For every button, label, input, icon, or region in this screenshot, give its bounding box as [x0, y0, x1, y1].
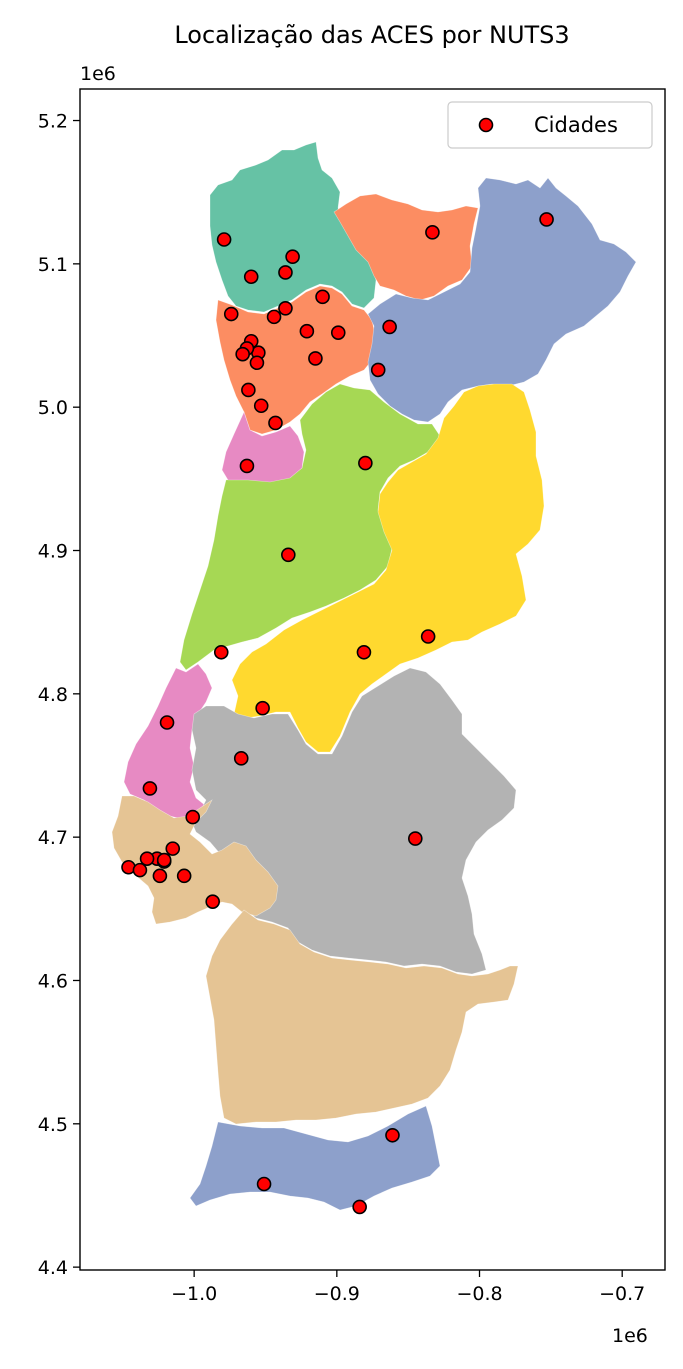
region-porto-tamega [215, 285, 377, 435]
x-axis: −1.0 −0.9 −0.8 −0.7 [171, 1270, 645, 1305]
city-points [121, 212, 554, 1215]
y-tick-label: 4.6 [38, 970, 68, 992]
city-point [223, 306, 239, 322]
axes-frame [79, 88, 666, 1271]
city-point [278, 300, 293, 316]
x-tick-label: −1.0 [171, 1283, 217, 1305]
city-point [408, 831, 423, 846]
y-tick-label: 4.7 [38, 827, 68, 849]
y-tick-label: 4.9 [38, 541, 68, 563]
y-tick-label: 5.1 [38, 254, 68, 276]
city-point [185, 809, 201, 825]
city-point [239, 458, 255, 474]
legend: Cidades [447, 101, 653, 149]
city-point [241, 382, 256, 398]
city-point [256, 1176, 272, 1192]
city-point [255, 700, 270, 716]
y-tick-label: 4.5 [38, 1114, 68, 1136]
city-point [253, 398, 269, 414]
city-point [152, 868, 168, 884]
city-point [420, 629, 436, 644]
x-offset-label: 1e6 [612, 1325, 648, 1347]
city-point [285, 249, 300, 264]
legend-box [447, 101, 653, 149]
city-point [159, 715, 175, 730]
y-offset-label: 1e6 [80, 63, 116, 85]
city-point [356, 644, 372, 660]
city-point [249, 355, 265, 371]
city-point [299, 323, 315, 339]
y-tick-label: 4.4 [38, 1257, 68, 1279]
city-point [233, 751, 249, 766]
y-tick-label: 5.0 [38, 397, 68, 419]
city-point [425, 225, 440, 240]
city-point [315, 289, 330, 305]
map-title: Localização das ACES por NUTS3 [174, 21, 569, 49]
region-beiras [231, 383, 545, 753]
region-lisboa [111, 795, 279, 925]
city-point [156, 852, 172, 868]
y-tick-label: 5.2 [38, 111, 68, 133]
city-point [352, 1199, 367, 1215]
city-point [139, 851, 155, 866]
city-point [235, 346, 250, 362]
city-point [382, 319, 397, 335]
region-algarve [189, 1105, 441, 1211]
city-point [358, 455, 373, 471]
city-point [216, 232, 232, 247]
city-point [243, 269, 259, 285]
y-tick-label: 4.8 [38, 684, 68, 706]
city-point [213, 644, 229, 660]
x-tick-label: −0.9 [314, 1283, 360, 1305]
city-point [205, 894, 220, 909]
legend-marker-icon [478, 117, 494, 133]
city-point [165, 841, 181, 856]
city-point [281, 547, 296, 563]
city-point [142, 781, 158, 796]
x-tick-label: −0.7 [599, 1283, 645, 1305]
city-point [385, 1127, 400, 1143]
city-point [266, 309, 282, 325]
region-tras-os-montes [367, 177, 637, 423]
city-point [308, 351, 323, 366]
region-alentejo-litoral [205, 909, 519, 1125]
x-tick-label: −0.8 [456, 1283, 502, 1305]
city-point [132, 862, 148, 878]
region-centro-litoral [179, 383, 441, 671]
legend-label: Cidades [534, 113, 618, 137]
city-point [330, 325, 346, 340]
y-axis: 4.4 4.5 4.6 4.7 4.8 4.9 5.0 5.1 5.2 [38, 111, 80, 1279]
city-point [539, 212, 554, 227]
city-point [278, 265, 293, 280]
city-point [176, 868, 192, 884]
city-point [370, 362, 386, 378]
nuts3-regions [111, 141, 637, 1211]
city-point [268, 415, 283, 431]
